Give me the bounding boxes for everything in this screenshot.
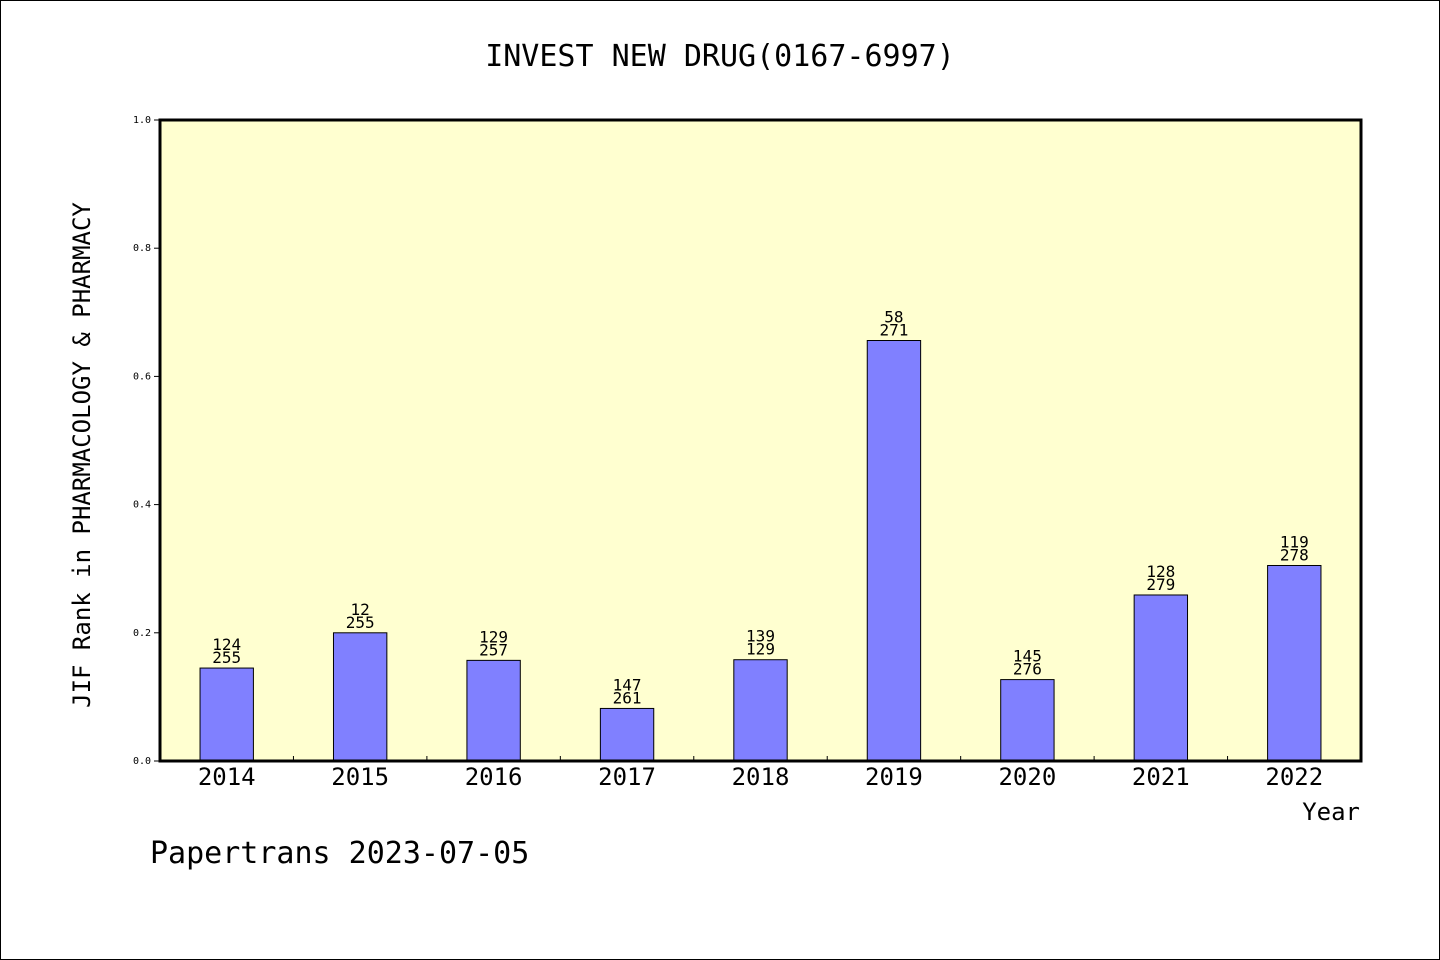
bar-label-total: 255 — [212, 648, 241, 667]
bar-label-total: 278 — [1280, 545, 1309, 564]
x-tick-label: 2014 — [198, 763, 256, 791]
x-tick-label: 2016 — [465, 763, 523, 791]
bar — [599, 707, 655, 762]
x-tick-label: 2018 — [732, 763, 790, 791]
bar-label-rank: 12 — [351, 600, 370, 619]
y-axis: 0.0 0.2 0.4 0.6 0.8 1.0 — [133, 115, 160, 767]
bar — [1000, 679, 1055, 762]
x-tick-label: 2017 — [598, 763, 656, 791]
bar-label-rank: 129 — [479, 627, 508, 646]
bar-label-rank: 119 — [1280, 532, 1309, 551]
bar-label-rank: 147 — [613, 675, 642, 694]
bar — [1133, 594, 1189, 762]
bar — [199, 667, 254, 762]
y-tick-label: 0.2 — [133, 628, 151, 639]
bar-label-total: 279 — [1146, 575, 1175, 594]
bars-group: 1242551225512925714726113912958271145276… — [199, 308, 1322, 762]
y-tick-label: 0.8 — [133, 243, 151, 254]
bar — [866, 340, 922, 762]
bar-label-total: 261 — [613, 688, 642, 707]
bar-label-rank: 124 — [212, 635, 241, 654]
x-tick-label: 2021 — [1132, 763, 1190, 791]
y-tick-label: 1.0 — [133, 115, 151, 126]
x-tick-label: 2020 — [998, 763, 1056, 791]
x-axis-label: Year — [1302, 798, 1360, 826]
plot-border — [158, 118, 1363, 763]
y-axis-label: JIF Rank in PHARMACOLOGY & PHARMACY — [68, 202, 96, 708]
bar — [466, 659, 521, 762]
y-tick-label: 0.0 — [133, 756, 151, 767]
bar — [733, 659, 788, 762]
x-tick-label: 2015 — [331, 763, 389, 791]
x-tick-label: 2019 — [865, 763, 923, 791]
chart-title: INVEST NEW DRUG(0167-6997) — [485, 39, 955, 74]
bar-label-rank: 139 — [746, 627, 775, 646]
bar-label-total: 257 — [479, 640, 508, 659]
y-tick-label: 0.6 — [133, 371, 151, 382]
x-tick-label: 2022 — [1265, 763, 1323, 791]
bar-label-total: 255 — [346, 613, 375, 632]
x-axis: 2014 2015 2016 2017 2018 2019 2020 2021 2022 — [198, 756, 1323, 791]
bar-label-rank: 128 — [1146, 562, 1175, 581]
bar-label-rank: 145 — [1013, 647, 1042, 666]
bar-label-total: 276 — [1013, 660, 1042, 679]
footer-credit: Papertrans 2023-07-05 — [150, 836, 529, 871]
bar-label-total: 129 — [746, 640, 775, 659]
bar-label-total: 271 — [879, 321, 908, 340]
y-tick-label: 0.4 — [133, 500, 151, 511]
bar — [332, 632, 388, 762]
bar — [1267, 564, 1322, 762]
bar-label-rank: 58 — [884, 308, 903, 327]
